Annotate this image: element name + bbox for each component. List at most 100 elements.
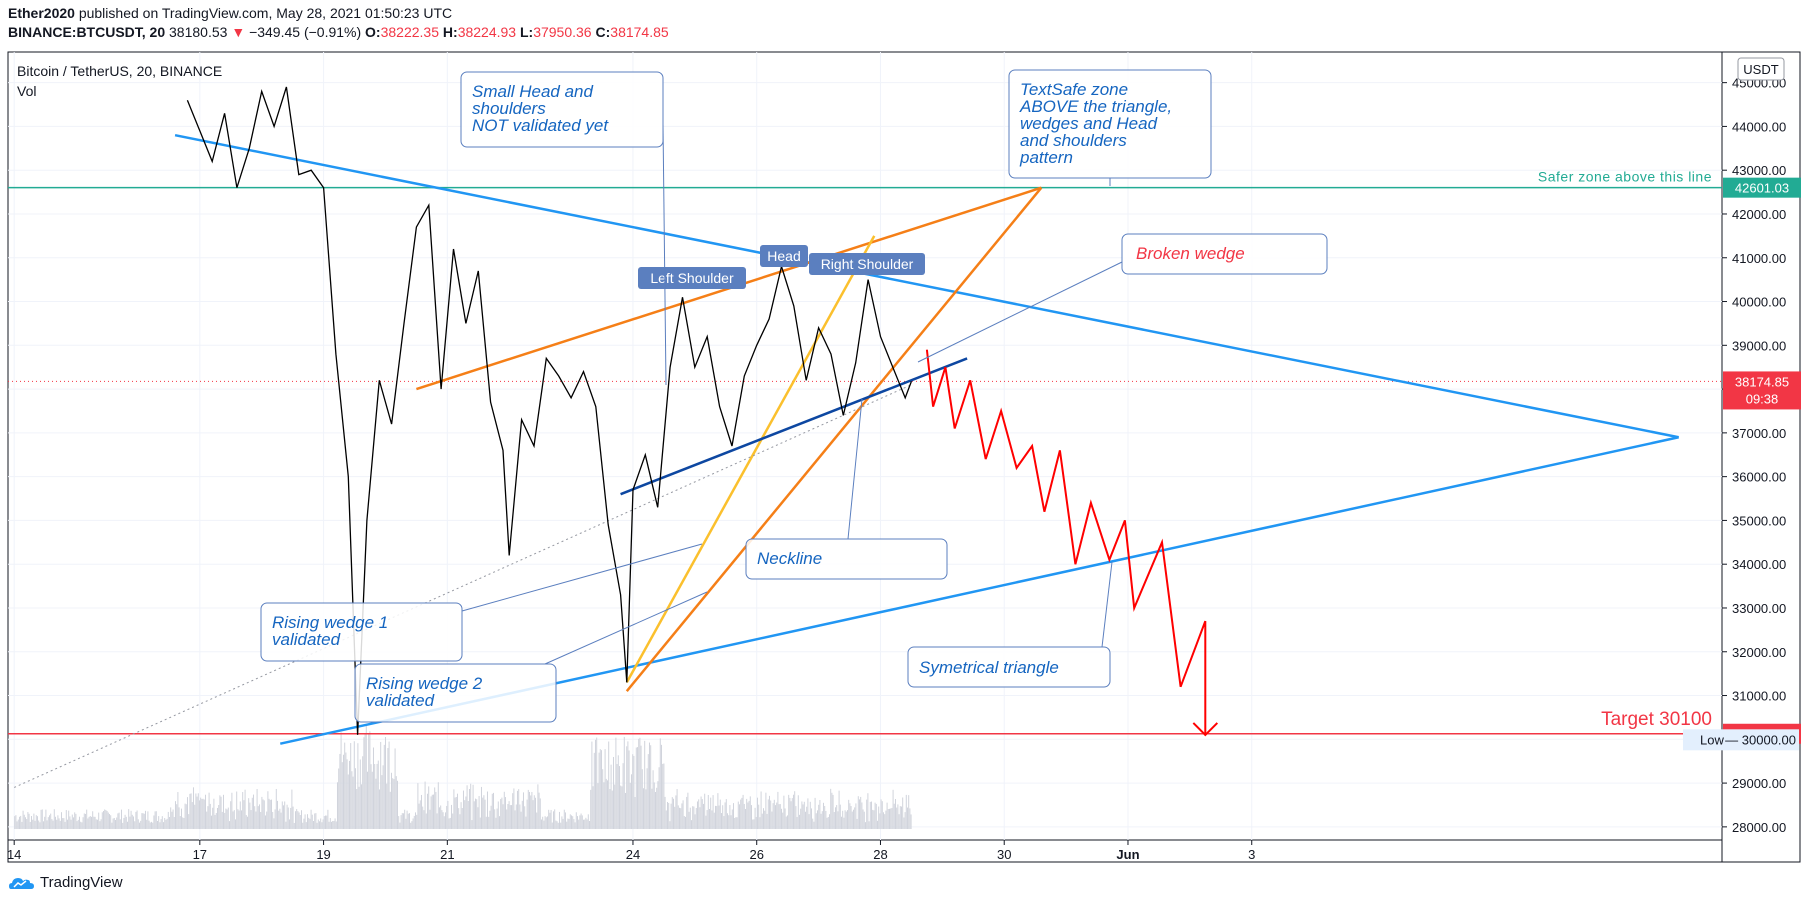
volume-bar bbox=[803, 801, 805, 829]
volume-bar bbox=[684, 816, 686, 829]
volume-bar bbox=[792, 794, 794, 829]
volume-bar bbox=[887, 808, 889, 829]
volume-bar bbox=[668, 802, 670, 829]
volume-bar bbox=[228, 821, 230, 829]
volume-bar bbox=[240, 810, 242, 829]
volume-bar bbox=[98, 812, 100, 829]
volume-bar bbox=[707, 794, 709, 829]
volume-bar bbox=[652, 770, 654, 829]
volume-bar bbox=[333, 820, 335, 829]
volume-bar bbox=[401, 813, 403, 829]
volume-bar bbox=[113, 817, 115, 829]
volume-bar bbox=[759, 817, 761, 829]
volume-bar bbox=[843, 817, 845, 829]
volume-bar bbox=[717, 793, 719, 829]
volume-bar bbox=[507, 804, 509, 829]
volume-bar bbox=[273, 818, 275, 829]
volume-bar bbox=[891, 807, 893, 829]
volume-bar bbox=[173, 816, 175, 829]
volume-bar bbox=[152, 822, 154, 829]
volume-bar bbox=[824, 805, 826, 829]
volume-bar bbox=[44, 816, 46, 829]
volume-bar bbox=[480, 786, 482, 829]
volume-bar bbox=[779, 804, 781, 829]
volume-bar bbox=[86, 809, 88, 829]
volume-bar bbox=[32, 819, 34, 829]
volume-bar bbox=[690, 820, 692, 829]
volume-bar bbox=[795, 806, 797, 829]
volume-bar bbox=[885, 810, 887, 829]
publish-line: Ether2020 published on TradingView.com, … bbox=[8, 4, 669, 23]
volume-bar bbox=[870, 801, 872, 829]
volume-bar bbox=[389, 791, 391, 829]
volume-bar bbox=[100, 819, 102, 829]
high-label: H: bbox=[442, 24, 458, 40]
volume-bar bbox=[591, 741, 593, 829]
volume-bar bbox=[502, 804, 504, 829]
volume-bar bbox=[279, 808, 281, 829]
y-tick-label: 36000.00 bbox=[1732, 470, 1786, 485]
volume-bar bbox=[33, 813, 35, 829]
price-axis: 28000.0029000.0030000.0031000.0032000.00… bbox=[1722, 57, 1786, 835]
volume-bar bbox=[658, 767, 660, 829]
symmetrical-triangle-note-box bbox=[907, 646, 1111, 688]
volume-bar bbox=[616, 764, 618, 829]
volume-bar bbox=[242, 792, 244, 829]
footer-brand[interactable]: TradingView bbox=[40, 874, 123, 891]
volume-bar bbox=[456, 793, 458, 829]
volume-bar bbox=[756, 797, 758, 829]
author-name[interactable]: Ether2020 bbox=[8, 5, 75, 21]
volume-bar bbox=[195, 793, 197, 829]
legend-title: Bitcoin / TetherUS, 20, BINANCE bbox=[17, 63, 222, 79]
volume-bar bbox=[770, 800, 772, 829]
volume-bar bbox=[551, 822, 553, 829]
volume-bar bbox=[622, 763, 624, 829]
volume-bar bbox=[304, 814, 306, 829]
volume-bar bbox=[696, 801, 698, 829]
volume-bar bbox=[470, 783, 472, 829]
volume-bar bbox=[390, 772, 392, 829]
volume-bar bbox=[730, 815, 732, 829]
volume-bar bbox=[822, 802, 824, 829]
volume-bar bbox=[611, 790, 613, 829]
down-arrow-icon: ▼ bbox=[231, 24, 246, 40]
volume-bar bbox=[460, 802, 462, 829]
volume-bar bbox=[741, 797, 743, 829]
volume-bar bbox=[88, 816, 90, 829]
volume-bar bbox=[220, 796, 222, 829]
volume-bar bbox=[490, 805, 492, 829]
volume-bar bbox=[597, 783, 599, 829]
volume-bar bbox=[821, 811, 823, 829]
volume-bar bbox=[65, 810, 67, 829]
volume-bar bbox=[153, 815, 155, 829]
volume-bar bbox=[808, 814, 810, 829]
volume-bar bbox=[149, 822, 151, 829]
volume-bar bbox=[786, 815, 788, 829]
volume-bar bbox=[140, 820, 142, 829]
volume-bar bbox=[243, 800, 245, 829]
volume-bar bbox=[533, 795, 535, 829]
volume-bar bbox=[767, 799, 769, 829]
volume-bar bbox=[130, 810, 132, 829]
volume-bar bbox=[348, 760, 350, 829]
volume-bar bbox=[789, 797, 791, 829]
volume-bar bbox=[159, 822, 161, 829]
volume-bar bbox=[298, 812, 300, 829]
volume-bar bbox=[677, 805, 679, 829]
volume-bar bbox=[257, 806, 259, 829]
volume-bar bbox=[381, 775, 383, 829]
volume-bar bbox=[675, 795, 677, 829]
volume-bar bbox=[647, 754, 649, 829]
volume-bar bbox=[556, 821, 558, 829]
volume-bar bbox=[213, 798, 215, 829]
volume-bar bbox=[77, 819, 79, 829]
volume-bar bbox=[285, 821, 287, 829]
volume-bar bbox=[862, 809, 864, 829]
volume-bar bbox=[588, 821, 590, 829]
volume-bar bbox=[543, 820, 545, 829]
volume-bar bbox=[106, 810, 108, 829]
volume-bar bbox=[868, 821, 870, 829]
volume-bar bbox=[446, 805, 448, 829]
volume-bar bbox=[902, 797, 904, 829]
